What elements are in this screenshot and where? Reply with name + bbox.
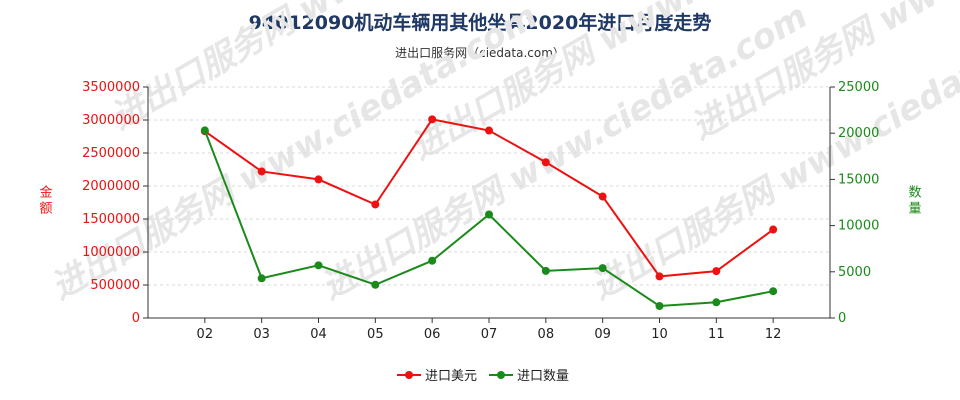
series-2-point <box>257 274 266 283</box>
series-1-point <box>485 126 493 135</box>
series-2-point <box>485 210 493 219</box>
right-tick-label: 15000 <box>838 172 879 187</box>
series-1-point <box>371 200 380 209</box>
x-tick-label: 08 <box>538 327 555 342</box>
left-tick-label: 3500000 <box>82 80 140 95</box>
chart-subtitle: 进出口服务网（ciedata.com） <box>395 46 565 60</box>
right-tick-label: 10000 <box>838 219 879 234</box>
right-axis-title: 数量 <box>908 186 921 217</box>
left-tick-label: 1000000 <box>82 245 140 260</box>
series-2-point <box>598 264 607 273</box>
left-tick-label: 3000000 <box>82 113 140 128</box>
series-2-point <box>712 298 721 307</box>
x-tick-label: 06 <box>424 327 441 342</box>
x-tick-label: 07 <box>481 327 498 342</box>
series-1-point <box>655 272 664 281</box>
series-1-point <box>598 192 607 201</box>
x-tick-label: 12 <box>765 327 782 342</box>
x-tick-label: 02 <box>197 327 214 342</box>
series-2-point <box>314 261 323 270</box>
series-1-point <box>769 225 778 234</box>
legend-swatch-dot <box>497 371 505 379</box>
left-tick-label: 2000000 <box>82 179 140 194</box>
series-1-point <box>257 167 266 176</box>
left-tick-label: 2500000 <box>82 146 140 161</box>
series-1-point <box>314 175 323 184</box>
series-2-point <box>541 266 550 275</box>
x-tick-label: 11 <box>708 327 725 342</box>
series-2-point <box>655 301 664 310</box>
series-2-point <box>769 287 778 296</box>
right-tick-label: 0 <box>838 311 846 326</box>
left-tick-label: 0 <box>132 311 140 326</box>
right-tick-label: 25000 <box>838 80 879 95</box>
legend-label-2: 进口数量 <box>517 369 569 384</box>
series-2-point <box>200 126 209 135</box>
series-1-point <box>712 267 721 276</box>
axes-layer: 0 500000 1000000 1500000 2000000 2500000 30000… <box>39 80 921 342</box>
left-tick-label: 500000 <box>90 278 140 293</box>
chart-title: 94012090机动车辆用其他坐具2020年进口月度走势 <box>248 12 712 34</box>
x-tick-label: 05 <box>367 327 384 342</box>
legend-layer: 进口美元 进口数量 <box>397 369 569 384</box>
x-tick-label: 04 <box>310 327 327 342</box>
legend-label-1: 进口美元 <box>425 369 477 384</box>
left-axis-title: 金额 <box>39 185 52 217</box>
series-1-point <box>428 115 437 124</box>
series-2-point <box>371 280 380 289</box>
series-layer <box>200 115 778 310</box>
x-tick-label: 03 <box>253 327 270 342</box>
right-tick-label: 20000 <box>838 126 879 141</box>
x-tick-label: 10 <box>651 327 668 342</box>
left-tick-label: 1500000 <box>82 212 140 227</box>
series-1-point <box>541 158 550 167</box>
series-2-point <box>428 256 437 265</box>
legend-swatch-dot <box>405 371 413 379</box>
x-tick-label: 09 <box>594 327 611 342</box>
right-tick-label: 5000 <box>838 265 871 280</box>
